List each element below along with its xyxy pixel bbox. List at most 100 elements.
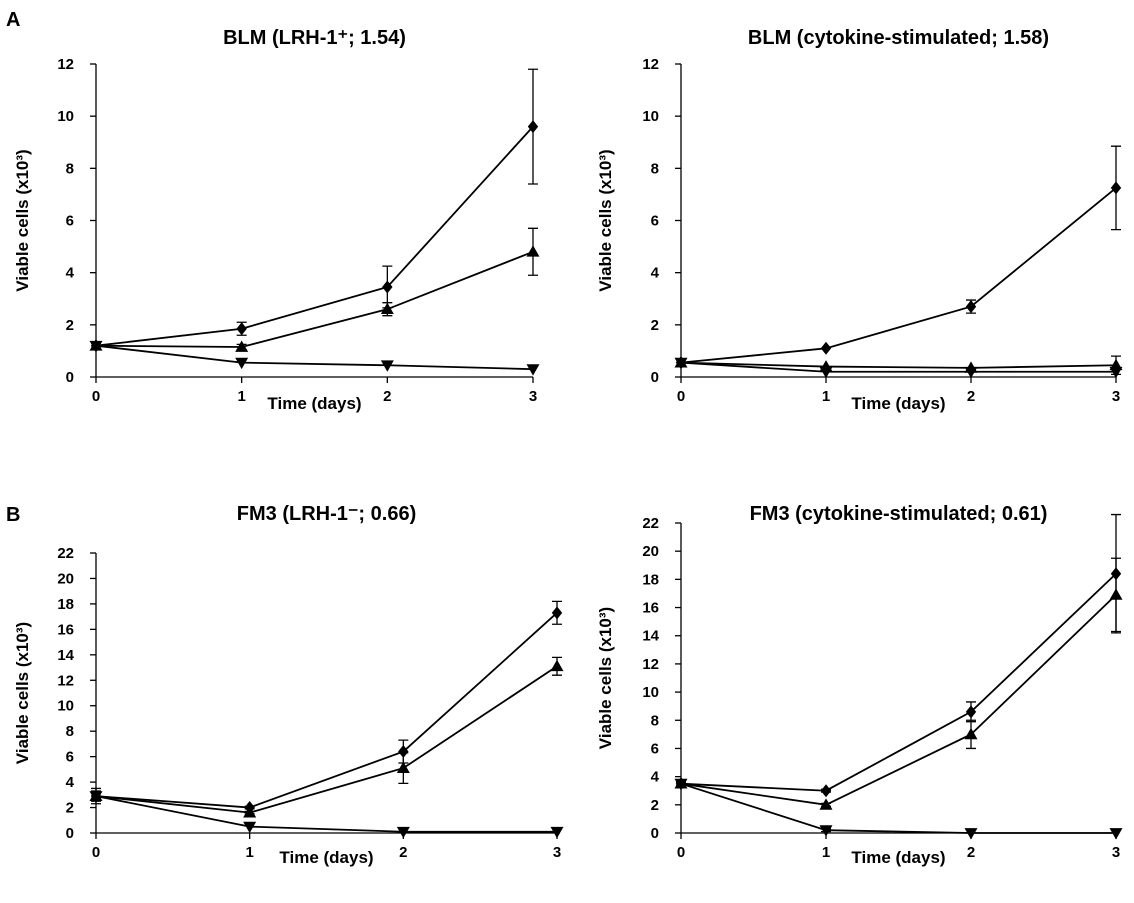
data-point-triangle-down [380,360,394,372]
series-line [680,782,1116,834]
y-tick-label: 20 [642,543,659,560]
y-tick-label: 4 [651,265,660,282]
data-point-triangle-down [396,826,410,839]
y-tick-label: 20 [57,570,74,587]
series-line [680,187,1117,364]
data-point-diamond [398,745,409,759]
y-tick-label: 6 [651,213,659,230]
x-tick-label: 0 [677,844,685,861]
series-line [95,125,534,347]
data-point-triangle-up [526,245,540,257]
chart-title: BLM (cytokine-stimulated; 1.58) [748,27,1049,49]
x-tick-label: 1 [237,388,245,405]
data-point-diamond [551,606,563,620]
x-tick-label: 1 [822,844,830,861]
y-tick-label: 2 [66,317,74,334]
data-point-triangle-down [674,778,688,791]
x-axis-label: Time (days) [851,394,945,413]
series-triangle-up [674,557,1123,810]
y-tick-label: 10 [57,108,74,125]
data-point-triangle-down [243,821,257,834]
data-point-triangle-up [380,302,394,315]
panel-letter-b: B [6,504,20,526]
y-tick-label: 2 [66,800,74,817]
series-diamond [90,600,563,815]
y-tick-label: 6 [66,213,74,230]
x-tick-label: 1 [822,388,830,405]
y-tick-label: 16 [642,600,659,617]
series-line [95,344,534,371]
x-tick-label: 0 [92,388,100,405]
series-line [95,250,534,348]
chart-title: FM3 (LRH-1⁻; 0.66) [237,503,416,525]
data-point-triangle-down [674,357,688,370]
y-tick-label: 18 [642,571,659,588]
x-tick-label: 3 [1112,844,1120,861]
y-tick-label: 6 [66,749,74,766]
y-tick-label: 10 [57,698,74,715]
data-point-diamond [527,120,539,134]
y-tick-label: 0 [66,825,74,842]
series-diamond [675,513,1122,798]
data-point-diamond [236,322,247,336]
y-tick-label: 2 [651,317,659,334]
series-triangle-down [89,340,540,376]
series-triangle-up [89,656,564,818]
data-point-triangle-up [1109,588,1123,600]
y-axis-label: Viable cells (x10³) [596,149,615,291]
x-tick-label: 2 [399,844,407,861]
data-point-triangle-up [235,340,249,352]
y-tick-label: 8 [651,712,659,729]
series-diamond [90,68,539,353]
x-tick-label: 2 [967,388,975,405]
data-point-triangle-up [550,659,564,672]
data-point-triangle-down [819,825,833,837]
series-line [680,361,1117,369]
data-point-triangle-down [1109,828,1123,840]
data-point-triangle-up [819,798,833,810]
chart-bottom-right: FM3 (cytokine-stimulated; 0.61)024681012… [596,503,1123,867]
x-axis-label: Time (days) [279,848,373,867]
y-tick-label: 12 [57,672,74,689]
data-point-triangle-down [235,357,249,370]
y-tick-label: 4 [651,769,660,786]
data-point-diamond [1110,181,1122,195]
series-line [680,594,1117,806]
data-point-diamond [820,784,832,798]
data-point-triangle-down [964,366,978,379]
chart-top-right: BLM (cytokine-stimulated; 1.58)024681012… [596,27,1123,413]
y-tick-label: 22 [642,515,659,532]
data-point-triangle-down [550,826,564,839]
y-tick-label: 4 [66,265,75,282]
data-point-diamond [965,300,977,314]
x-axis-label: Time (days) [267,394,361,413]
y-tick-label: 8 [651,160,659,177]
data-point-diamond [382,280,393,294]
y-tick-label: 0 [651,369,659,386]
series-line [95,612,558,809]
data-point-triangle-down [89,791,103,803]
series-triangle-up [89,227,540,352]
series-line [680,573,1117,792]
y-tick-label: 14 [642,628,659,645]
chart-title: BLM (LRH-1⁺; 1.54) [223,27,406,49]
series-triangle-down [674,778,1123,840]
y-tick-label: 12 [642,656,659,673]
x-tick-label: 0 [677,388,685,405]
y-tick-label: 14 [57,647,74,664]
series-line [680,361,1116,373]
y-tick-label: 8 [66,723,74,740]
data-point-triangle-down [964,828,978,840]
data-point-triangle-up [243,806,257,818]
series-triangle-down [674,357,1123,379]
y-axis-label: Viable cells (x10³) [596,607,615,749]
y-tick-label: 6 [651,740,659,757]
data-point-triangle-down [1109,366,1123,379]
data-point-triangle-down [526,364,540,376]
data-point-triangle-up [396,761,410,773]
x-tick-label: 0 [92,844,100,861]
x-tick-label: 2 [383,388,391,405]
